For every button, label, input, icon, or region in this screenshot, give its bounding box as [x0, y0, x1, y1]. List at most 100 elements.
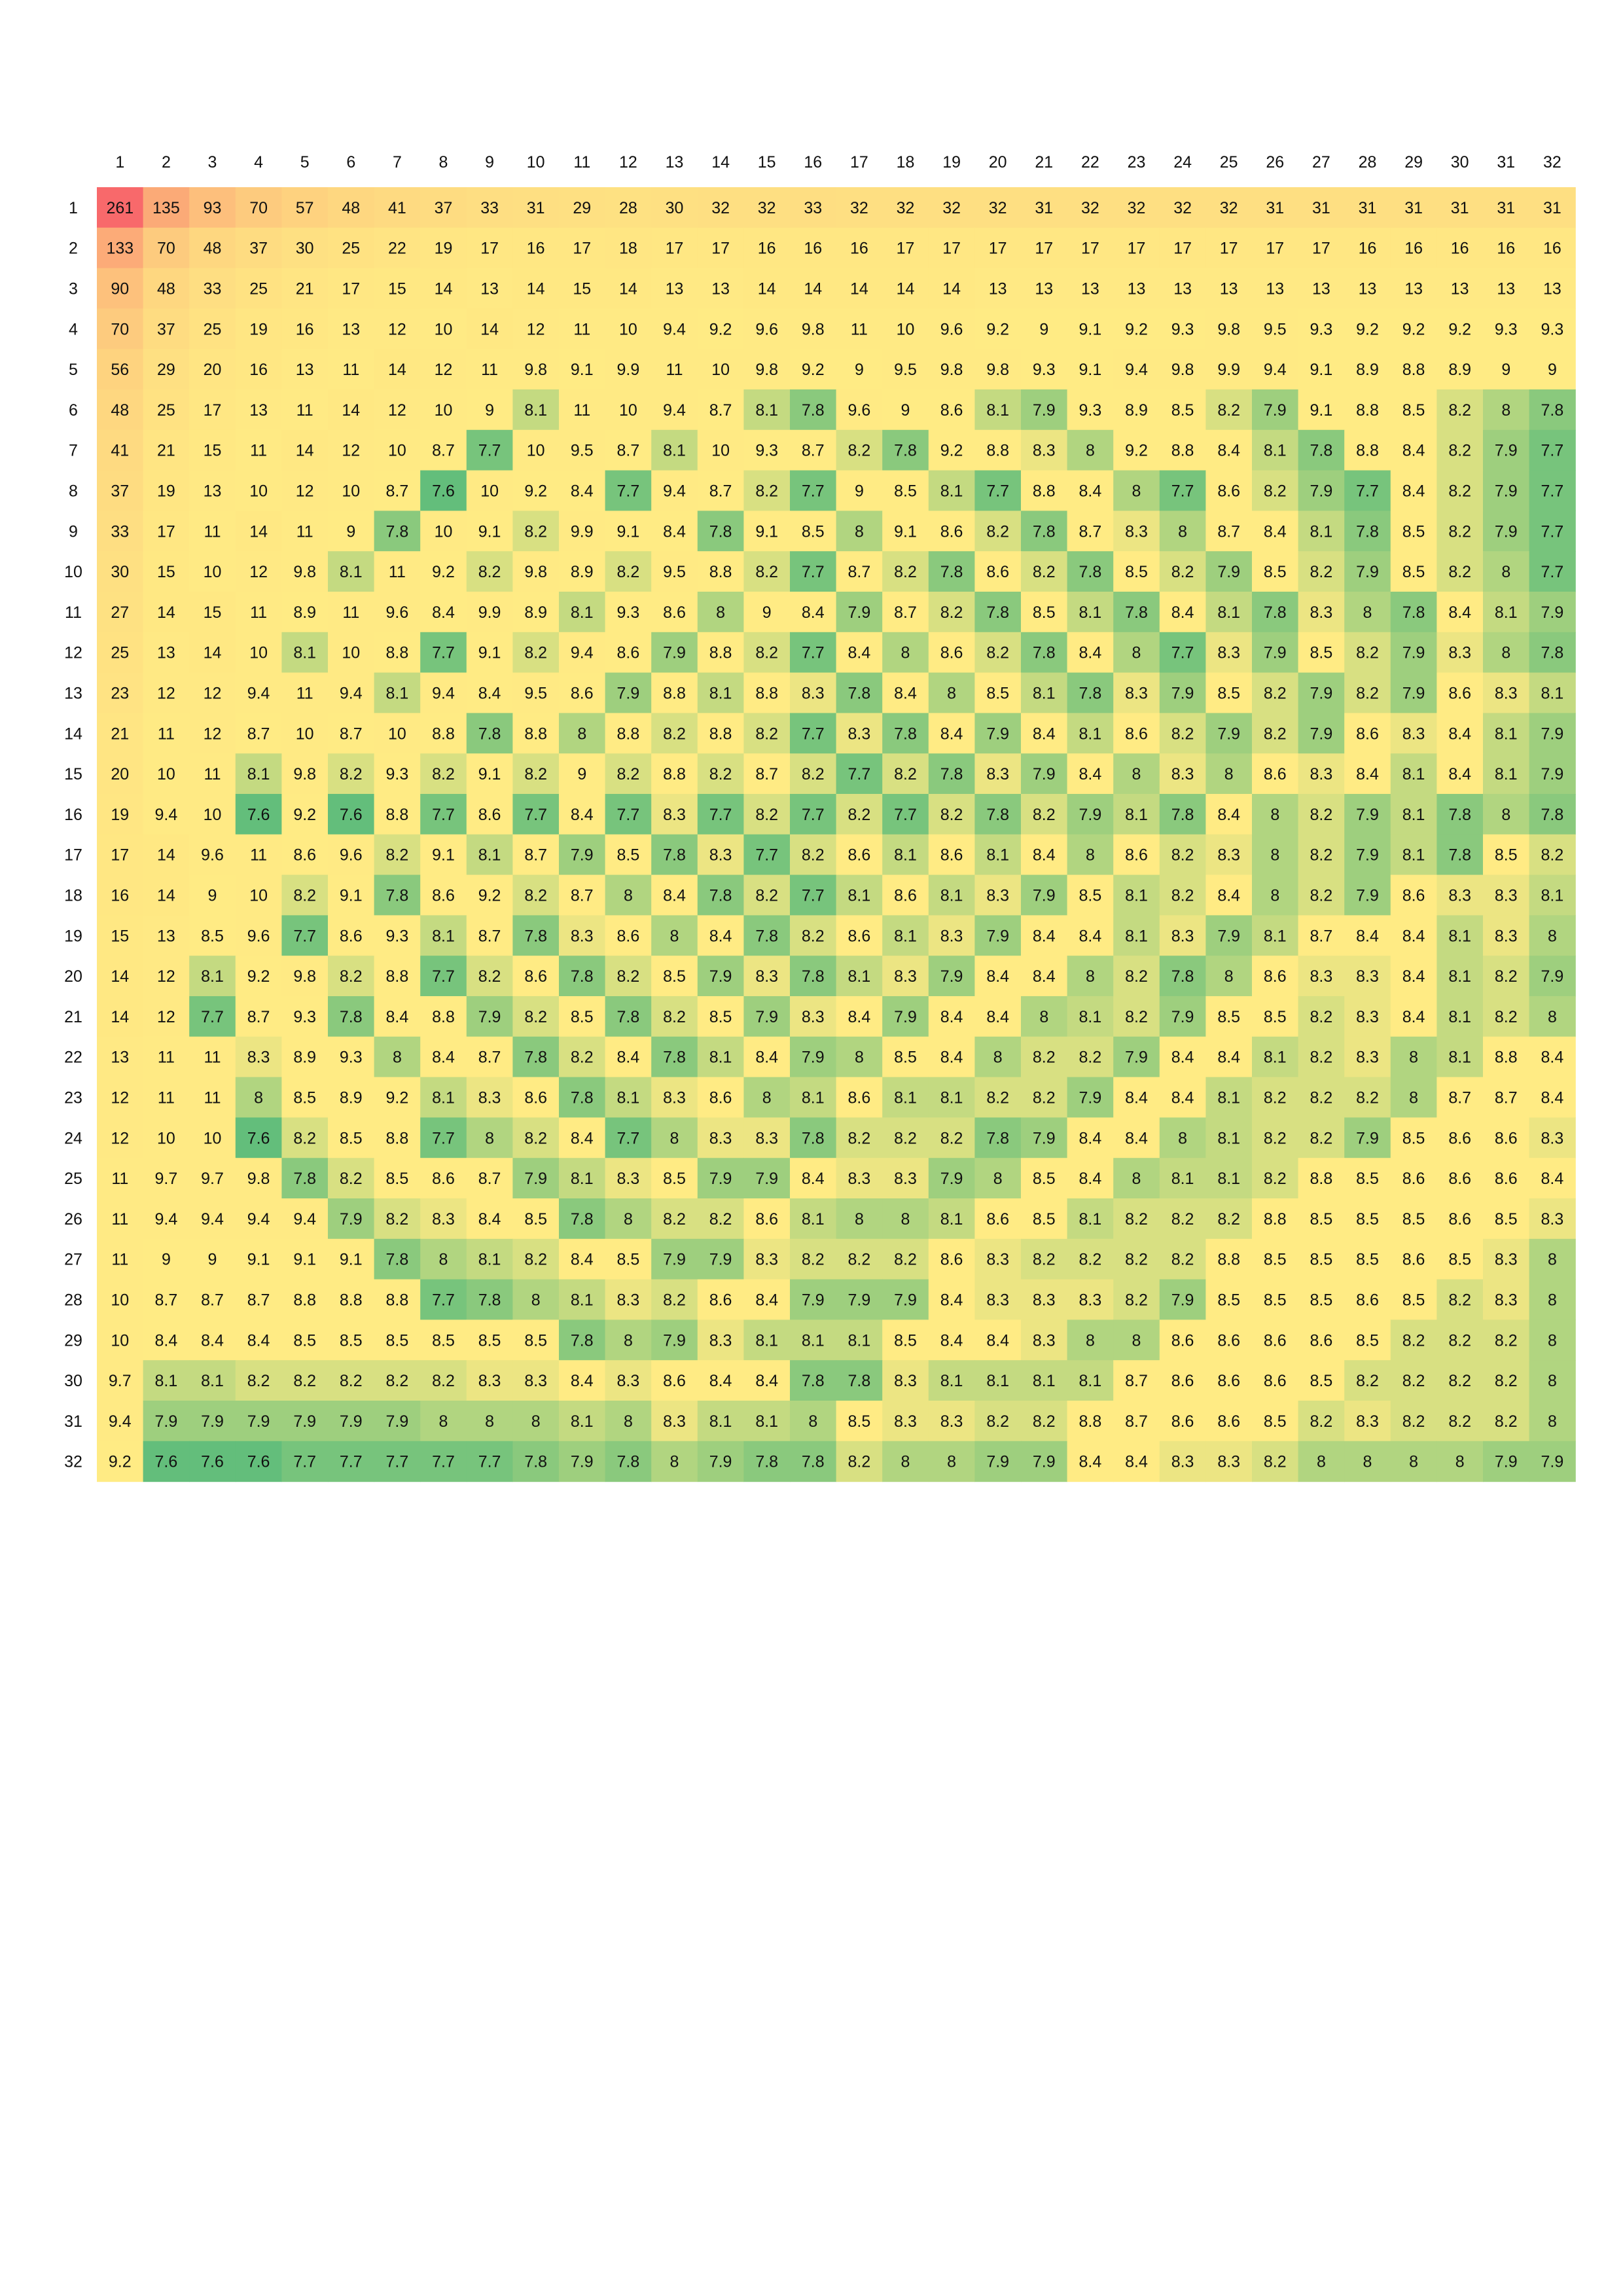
- heatmap-cell-r8-c28: [1344, 470, 1391, 511]
- cell-value-r28-c22: 8.3: [1079, 1291, 1102, 1310]
- heatmap-cell-r28-c18: [882, 1279, 929, 1320]
- heatmap-cell-r5-c13: [651, 349, 698, 390]
- cell-value-r26-c3: 9.4: [201, 1210, 224, 1229]
- heatmap-cell-r14-c23: [1113, 713, 1160, 754]
- heatmap-cell-r19-c4: [235, 915, 282, 956]
- cell-value-r20-c32: 7.9: [1541, 967, 1564, 986]
- heatmap-cell-r25-c5: [281, 1158, 329, 1199]
- heatmap-cell-r7-c20: [974, 429, 1022, 471]
- heatmap-cell-r17-c1: [97, 834, 144, 876]
- cell-value-r22-c4: 8.3: [247, 1049, 270, 1067]
- cell-value-r23-c32: 8.4: [1541, 1089, 1564, 1107]
- row-label-9: 9: [69, 522, 78, 541]
- heatmap-cell-r8-c26: [1252, 470, 1299, 511]
- heatmap-cell-r8-c11: [559, 470, 606, 511]
- cell-value-r30-c26: 8.6: [1264, 1372, 1287, 1390]
- cell-value-r7-c22: 8: [1086, 442, 1095, 460]
- cell-value-r15-c27: 8.3: [1310, 765, 1333, 783]
- cell-value-r25-c7: 8.5: [386, 1170, 409, 1188]
- heatmap-cell-r11-c24: [1159, 592, 1206, 633]
- cell-value-r22-c23: 7.9: [1125, 1049, 1148, 1067]
- heatmap-cell-r9-c9: [466, 511, 513, 552]
- heatmap-cell-r29-c17: [836, 1319, 883, 1361]
- cell-value-r21-c24: 7.9: [1171, 1008, 1194, 1026]
- cell-value-r25-c1: 11: [111, 1170, 128, 1188]
- heatmap-cell-r19-c14: [697, 915, 744, 956]
- heatmap-cell-r21-c21: [1021, 996, 1068, 1037]
- heatmap-cell-r13-c24: [1159, 672, 1206, 713]
- cell-value-r12-c28: 8.2: [1356, 644, 1379, 662]
- cell-value-r6-c22: 9.3: [1079, 401, 1102, 420]
- heatmap-cell-r28-c13: [651, 1279, 698, 1320]
- cell-value-r17-c21: 8.4: [1033, 846, 1056, 865]
- heatmap-cell-r6-c16: [790, 389, 837, 431]
- cell-value-r29-c23: 8: [1132, 1331, 1141, 1350]
- heatmap-cell-r22-c25: [1205, 1036, 1253, 1078]
- cell-value-r10-c28: 7.9: [1356, 563, 1379, 581]
- cell-value-r9-c21: 7.8: [1033, 522, 1056, 541]
- cell-value-r30-c1: 9.7: [109, 1372, 132, 1390]
- heatmap-cell-r19-c10: [512, 915, 560, 956]
- heatmap-cell-r9-c28: [1344, 511, 1391, 552]
- heatmap-cell-r25-c1: [97, 1158, 144, 1199]
- cell-value-r4-c15: 9.6: [755, 320, 778, 338]
- cell-value-r29-c18: 8.5: [894, 1331, 917, 1350]
- cell-value-r3-c9: 13: [480, 280, 499, 298]
- heatmap-cell-r5-c4: [235, 349, 282, 390]
- cell-value-r11-c30: 8.4: [1448, 603, 1471, 622]
- heatmap-cell-r19-c7: [374, 915, 421, 956]
- heatmap-cell-r23-c31: [1483, 1077, 1530, 1118]
- heatmap-cell-r28-c10: [512, 1279, 560, 1320]
- cell-value-r27-c8: 8: [439, 1251, 448, 1269]
- cell-value-r28-c32: 8: [1548, 1291, 1557, 1310]
- cell-value-r32-c14: 7.9: [709, 1453, 732, 1471]
- cell-value-r20-c8: 7.7: [432, 967, 455, 986]
- cell-value-r9-c15: 9.1: [755, 522, 778, 541]
- heatmap-cell-r24-c19: [928, 1117, 975, 1158]
- cell-value-r3-c2: 48: [157, 280, 175, 298]
- cell-value-r1-c14: 32: [711, 199, 730, 217]
- heatmap-cell-r25-c26: [1252, 1158, 1299, 1199]
- cell-value-r16-c22: 7.9: [1079, 806, 1102, 824]
- cell-value-r8-c3: 13: [204, 482, 222, 501]
- cell-value-r21-c32: 8: [1548, 1008, 1557, 1026]
- heatmap-cell-r4-c8: [420, 308, 467, 350]
- cell-value-r14-c14: 8.8: [709, 725, 732, 743]
- cell-value-r24-c16: 7.8: [802, 1129, 825, 1147]
- cell-value-r4-c32: 9.3: [1541, 320, 1564, 338]
- heatmap-cell-r5-c15: [743, 349, 791, 390]
- row-label-8: 8: [69, 482, 78, 501]
- cell-value-r29-c2: 8.4: [155, 1331, 178, 1350]
- cell-value-r26-c26: 8.8: [1264, 1210, 1287, 1229]
- cell-value-r15-c2: 10: [157, 765, 175, 783]
- cell-value-r13-c4: 9.4: [247, 685, 270, 703]
- cell-value-r22-c28: 8.3: [1356, 1049, 1379, 1067]
- heatmap-cell-r28-c12: [605, 1279, 652, 1320]
- cell-value-r13-c5: 11: [296, 685, 313, 703]
- cell-value-r31-c30: 8.2: [1448, 1412, 1471, 1431]
- heatmap-cell-r28-c5: [281, 1279, 329, 1320]
- cell-value-r5-c18: 9.5: [894, 361, 917, 379]
- cell-value-r21-c9: 7.9: [478, 1008, 501, 1026]
- cell-value-r10-c7: 11: [389, 563, 406, 581]
- cell-value-r11-c8: 8.4: [432, 603, 455, 622]
- heatmap-cell-r16-c10: [512, 794, 560, 835]
- cell-value-r22-c10: 7.8: [524, 1049, 547, 1067]
- cell-value-r24-c19: 8.2: [940, 1129, 963, 1147]
- cell-value-r13-c19: 8: [947, 685, 956, 703]
- heatmap-cell-r24-c6: [328, 1117, 375, 1158]
- heatmap-cell-r29-c18: [882, 1319, 929, 1361]
- heatmap-cell-r6-c19: [928, 389, 975, 431]
- cell-value-r32-c25: 8.3: [1217, 1453, 1240, 1471]
- heatmap-cell-r28-c19: [928, 1279, 975, 1320]
- heatmap-cell-r18-c11: [559, 874, 606, 916]
- cell-value-r8-c21: 8.8: [1033, 482, 1056, 501]
- heatmap-cell-r29-c7: [374, 1319, 421, 1361]
- cell-value-r24-c25: 8.1: [1217, 1129, 1240, 1147]
- cell-value-r4-c9: 14: [480, 320, 499, 338]
- cell-value-r3-c17: 14: [850, 280, 868, 298]
- cell-value-r31-c18: 8.3: [894, 1412, 917, 1431]
- heatmap-cell-r5-c7: [374, 349, 421, 390]
- heatmap-cell-r16-c7: [374, 794, 421, 835]
- heatmap-cell-r26-c15: [743, 1198, 791, 1240]
